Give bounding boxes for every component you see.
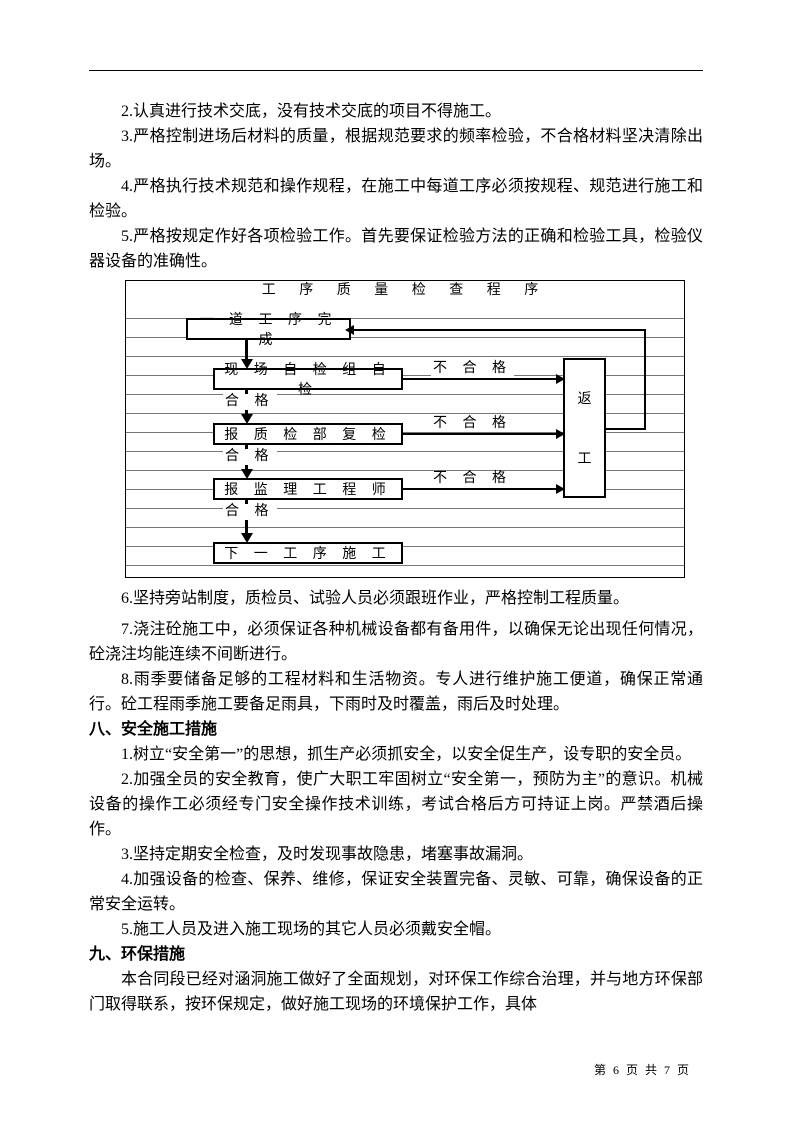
para-3: 3.严格控制进场后材料的质量，根据规范要求的频率检验，不合格材料坚决清除出场。 bbox=[89, 124, 703, 174]
label-fail-1: 不 合 格 bbox=[431, 361, 514, 377]
label-fail-2: 不 合 格 bbox=[431, 416, 514, 432]
para-7: 7.浇注砼施工中，必须保证各种机械设备都有备用件，以确保无论出现任何情况，砼浇注… bbox=[89, 617, 703, 667]
arrow-3-4 bbox=[241, 469, 253, 479]
conn-return-v bbox=[644, 329, 646, 429]
arrow-4-5 bbox=[241, 533, 253, 543]
s8-5: 5.施工人员及进入施工现场的其它人员必须戴安全帽。 bbox=[89, 917, 703, 942]
arrow-fail-1 bbox=[556, 374, 565, 384]
arrow-fail-2 bbox=[556, 429, 565, 439]
label-fail-3: 不 合 格 bbox=[431, 471, 514, 487]
s8-1: 1.树立“安全第一”的思想，抓生产必须抓安全，以安全促生产，设专职的安全员。 bbox=[89, 742, 703, 767]
para-5: 5.严格按规定作好各项检验工作。首先要保证检验方法的正确和检验工具，检验仪器设备… bbox=[89, 224, 703, 274]
page-footer: 第 6 页 共 7 页 bbox=[594, 1061, 691, 1078]
conn-fail-3 bbox=[403, 488, 563, 490]
s8-4: 4.加强设备的检查、保养、维修，保证安全装置完备、灵敏、可靠，确保设备的正常安全… bbox=[89, 867, 703, 917]
label-pass-2: 合 格 bbox=[223, 449, 277, 465]
para-8: 8.雨季要储备足够的工程材料和生活物资。专人进行维护施工便道，确保正常通行。砼工… bbox=[89, 667, 703, 717]
conn-return-h1 bbox=[606, 428, 646, 430]
conn-fail-1 bbox=[403, 378, 563, 380]
arrow-2-3 bbox=[241, 414, 253, 424]
flowchart: 工 序 质 量 检 查 程 序 一 道 工 序 完 成 现 场 自 检 组 自 … bbox=[125, 280, 685, 578]
node-self-check: 现 场 自 检 组 自 检 bbox=[213, 368, 403, 390]
heading-8: 八、安全施工措施 bbox=[89, 717, 703, 742]
top-rule bbox=[89, 70, 703, 71]
s8-2: 2.加强全员的安全教育，使广大职工牢固树立“安全第一，预防为主”的意识。机械设备… bbox=[89, 767, 703, 842]
node-next-step: 下 一 工 序 施 工 bbox=[213, 542, 403, 564]
para-2: 2.认真进行技术交底，没有技术交底的项目不得施工。 bbox=[89, 99, 703, 124]
flowchart-canvas: 工 序 质 量 检 查 程 序 一 道 工 序 完 成 现 场 自 检 组 自 … bbox=[125, 280, 685, 578]
para-6: 6.坚持旁站制度，质检员、试验人员必须跟班作业，严格控制工程质量。 bbox=[89, 586, 703, 611]
node-qc-recheck: 报 质 检 部 复 检 bbox=[213, 423, 403, 445]
node-rework: 返 工 bbox=[563, 358, 606, 498]
node-supervisor: 报 监 理 工 程 师 bbox=[213, 478, 403, 500]
rework-char-1: 返 bbox=[578, 388, 592, 408]
para-4: 4.严格执行技术规范和操作规程，在施工中每道工序必须按规程、规范进行施工和检验。 bbox=[89, 174, 703, 224]
rework-char-2: 工 bbox=[578, 448, 592, 468]
label-pass-1: 合 格 bbox=[223, 394, 277, 410]
arrow-fail-3 bbox=[556, 484, 565, 494]
flowchart-title: 工 序 质 量 检 查 程 序 bbox=[126, 281, 684, 300]
s9-1: 本合同段已经对涵洞施工做好了全面规划，对环保工作综合治理，并与地方环保部门取得联… bbox=[89, 967, 703, 1017]
conn-fail-2 bbox=[403, 433, 563, 435]
node-step-complete: 一 道 工 序 完 成 bbox=[186, 318, 351, 340]
page-content: 2.认真进行技术交底，没有技术交底的项目不得施工。 3.严格控制进场后材料的质量… bbox=[89, 70, 703, 1017]
s8-3: 3.坚持定期安全检查，及时发现事故隐患，堵塞事故漏洞。 bbox=[89, 842, 703, 867]
heading-9: 九、环保措施 bbox=[89, 942, 703, 967]
arrow-1-2 bbox=[241, 359, 253, 369]
conn-return-h2 bbox=[351, 329, 645, 331]
label-pass-3: 合 格 bbox=[223, 504, 277, 520]
arrow-return bbox=[345, 325, 354, 335]
